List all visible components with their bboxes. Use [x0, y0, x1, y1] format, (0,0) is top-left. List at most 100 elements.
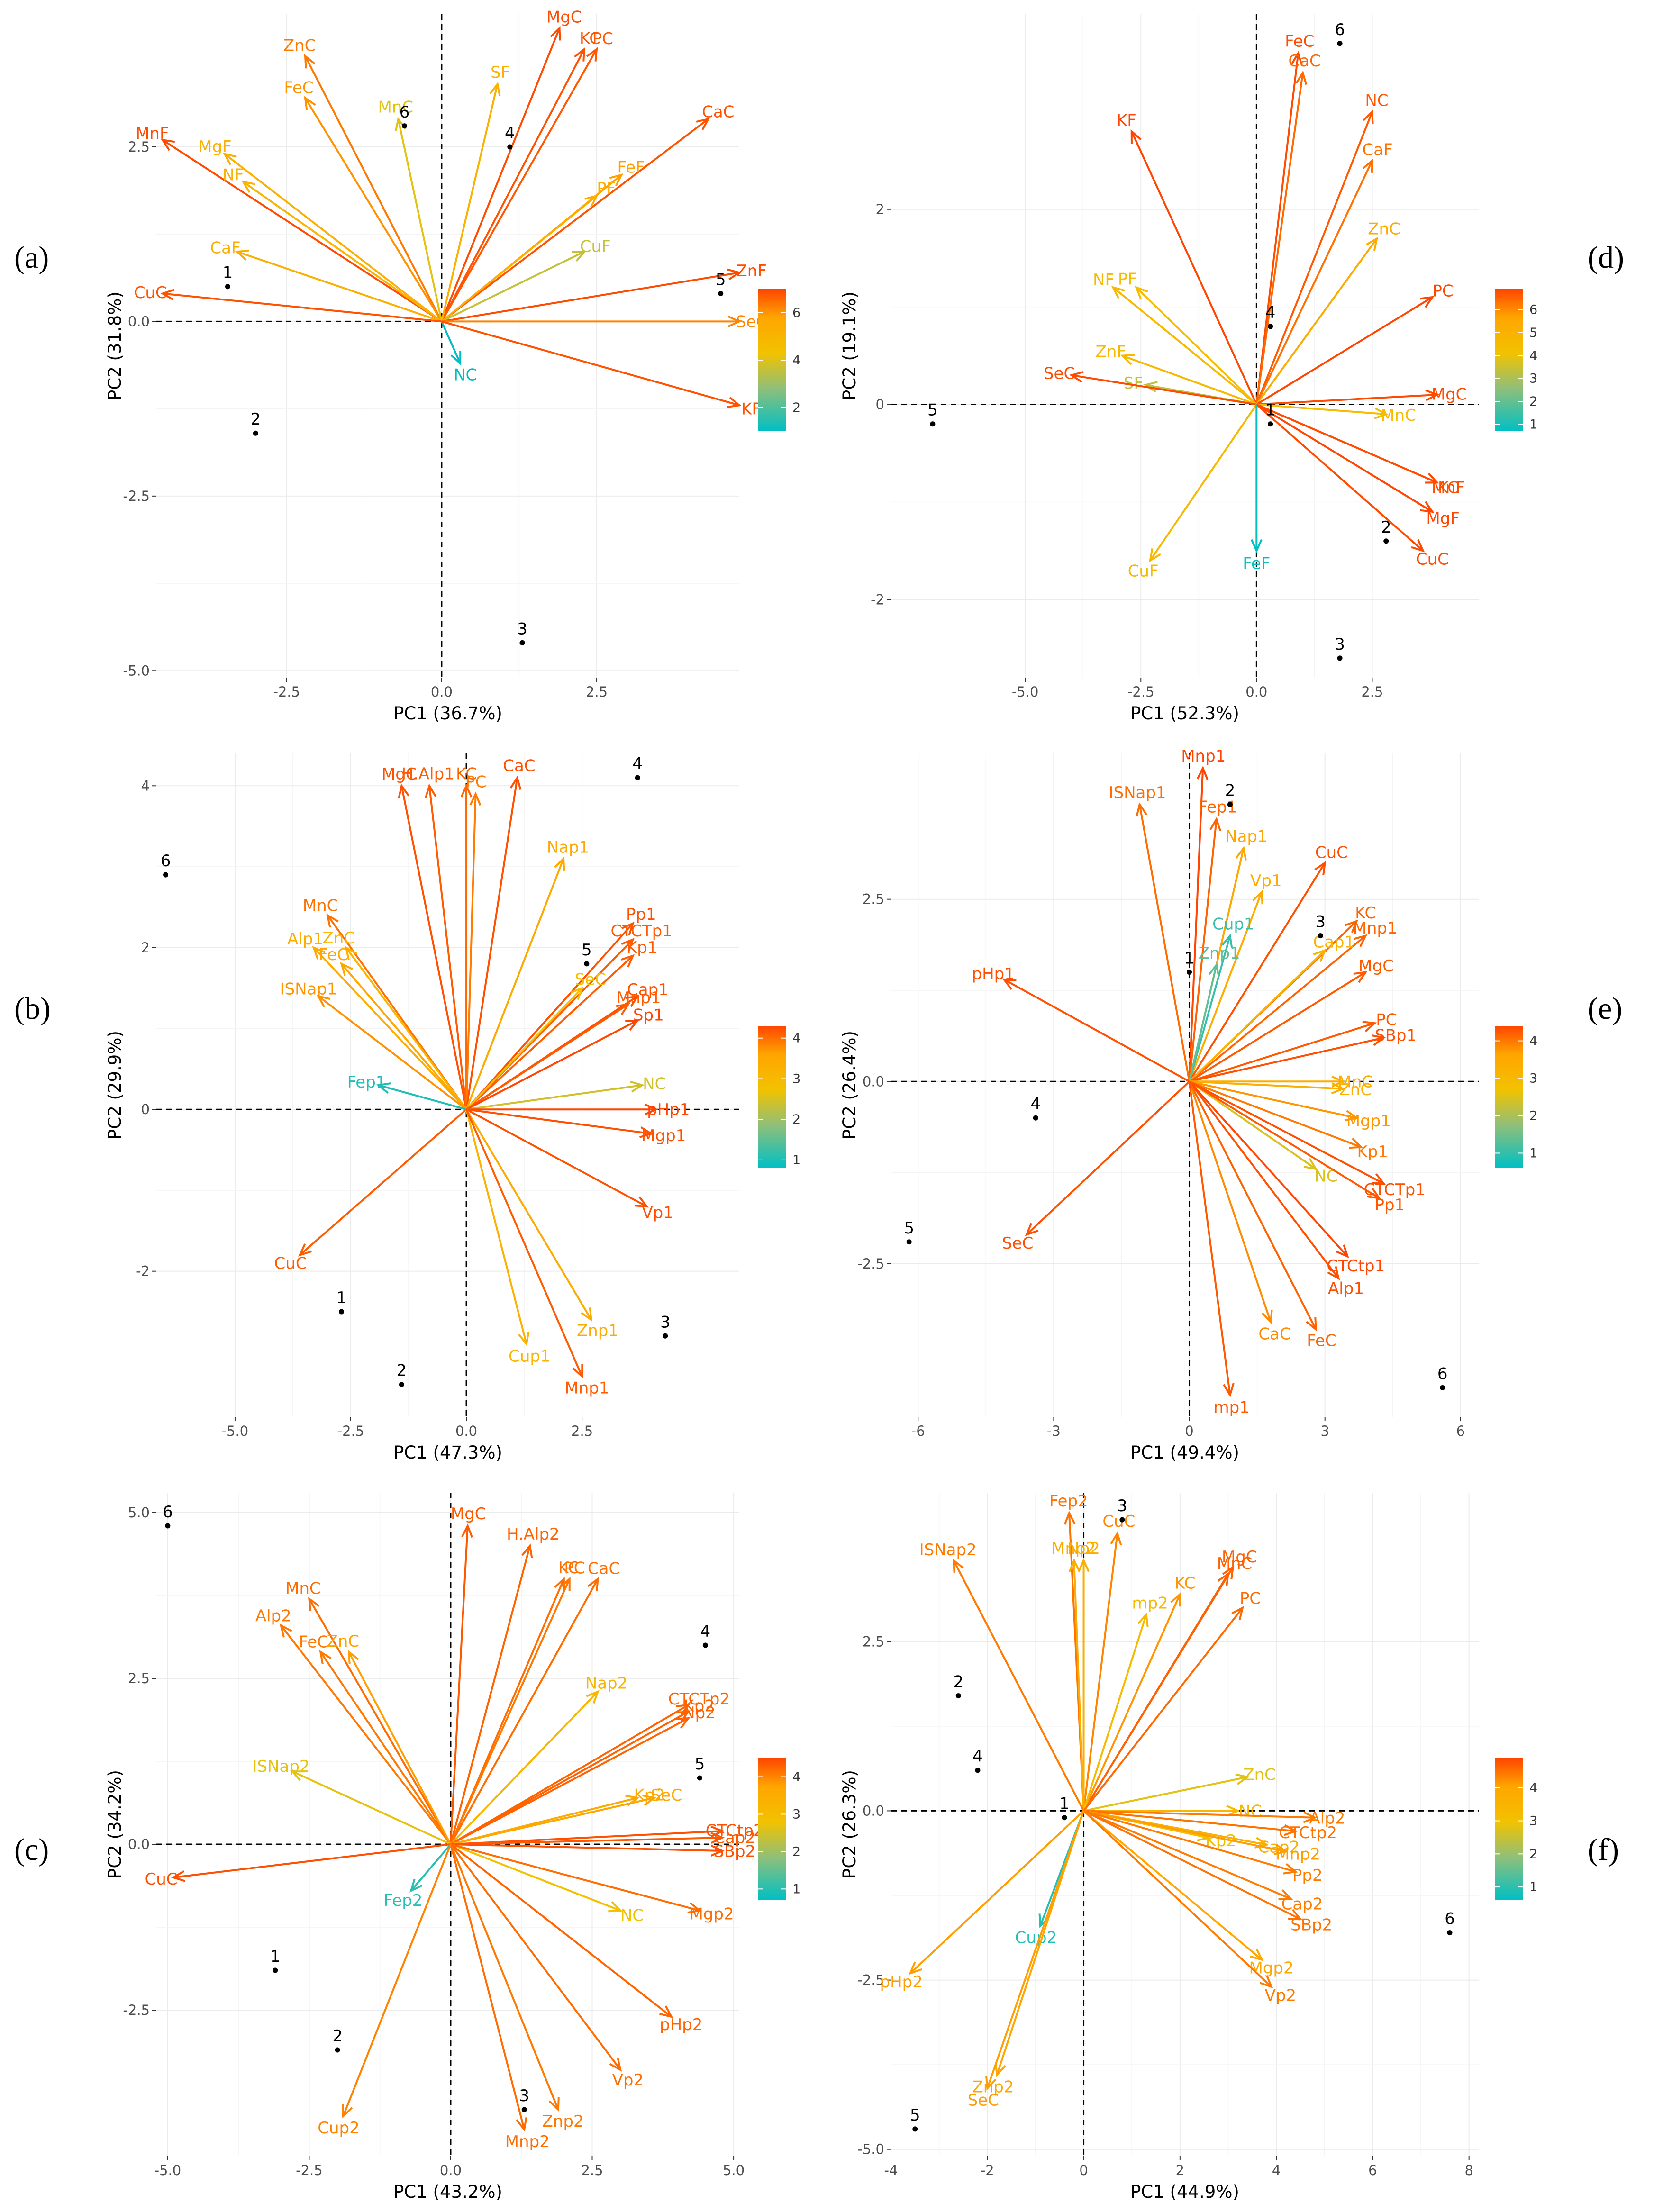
legend-gradient	[1495, 1026, 1523, 1168]
sample-point-label: 2	[397, 1361, 407, 1380]
sample-points: 1 2 3 4 5 6	[223, 103, 726, 645]
arrow-label: ZnC	[1243, 1766, 1276, 1785]
arrow-shaft	[236, 251, 442, 323]
arrow-label: PF	[1118, 270, 1137, 289]
sample-point-label: 1	[1184, 949, 1195, 968]
arrow-head	[1130, 129, 1142, 144]
arrow-head	[1262, 1309, 1273, 1324]
arrow-shaft	[465, 1109, 592, 1321]
loading-arrow-H.Alp2: H.Alp2	[450, 1525, 560, 1845]
sample-point-label: 6	[161, 852, 171, 870]
sample-point	[165, 1523, 171, 1529]
arrow-shaft	[466, 1108, 652, 1135]
loading-arrow-KF: KF	[1117, 111, 1258, 405]
arrow-head	[1221, 933, 1233, 948]
arrow-shaft	[450, 1843, 672, 2018]
arrow-label: Nap1	[1225, 827, 1267, 846]
arrow-shaft	[1149, 404, 1257, 562]
arrow-head	[1110, 1531, 1122, 1546]
sample-point-label: 4	[972, 1747, 983, 1766]
arrow-label: KF	[1117, 111, 1136, 130]
loading-arrow-SeC: SeC	[465, 970, 606, 1110]
arrow-head	[572, 1364, 583, 1379]
loading-arrow-CaC: CaC	[441, 102, 734, 323]
loading-arrow-CTCtp1: CTCtp1	[1189, 1080, 1385, 1276]
arrow-shaft	[466, 1019, 638, 1110]
arrow-label: H.Alp2	[507, 1525, 560, 1544]
arrow-head	[1411, 539, 1425, 553]
x-tick-label: 2	[1176, 2162, 1184, 2178]
sample-point	[507, 144, 513, 150]
sample-point-label: 3	[1335, 635, 1345, 654]
arrow-shaft	[1136, 287, 1257, 405]
arrow-shaft	[441, 251, 585, 323]
arrow-label: SBp2	[1290, 1916, 1332, 1935]
arrow-shaft	[1188, 1081, 1272, 1323]
loading-arrow-Kp2: Kp2	[450, 1696, 715, 1845]
arrow-head	[1420, 501, 1435, 513]
sample-point-label: 1	[1265, 401, 1276, 420]
arrow-label: Mnp2	[1276, 1845, 1320, 1864]
sample-point-label: 4	[632, 754, 643, 773]
loading-arrow-PC: PC	[1189, 1010, 1397, 1083]
arrow-shaft	[450, 1843, 700, 1912]
arrow-head	[550, 26, 561, 41]
arrow-head	[1295, 70, 1308, 85]
loading-arrow-Nap2: Nap2	[450, 1674, 627, 1845]
loading-arrow-ZnC: ZnC	[322, 929, 467, 1110]
arrow-label: Nap2	[585, 1674, 627, 1693]
arrow-head	[489, 82, 501, 97]
arrow-head	[1223, 1383, 1235, 1397]
arrow-label: FeC	[1307, 1332, 1336, 1351]
sample-point	[697, 1775, 702, 1781]
arrow-label: Pp1	[1374, 1196, 1405, 1215]
y-tick-label: -2	[136, 1263, 150, 1279]
arrow-head	[340, 962, 353, 976]
x-tick-label: 4	[1272, 2162, 1281, 2178]
arrow-head	[1137, 1612, 1149, 1627]
arrow-head	[1371, 1173, 1386, 1185]
arrow-shaft	[1189, 1037, 1384, 1083]
sample-point	[1268, 324, 1273, 329]
arrow-head	[1025, 1223, 1039, 1236]
loading-arrow-CTCtp2: CTCtp2	[1083, 1810, 1337, 1842]
arrow-label: Cup1	[509, 1347, 551, 1366]
arrow-shaft	[1189, 1080, 1362, 1148]
x-tick-label: -4	[884, 2162, 898, 2178]
arrow-label: NC	[620, 1906, 644, 1925]
arrow-shaft	[1256, 403, 1433, 513]
arrow-shaft	[304, 97, 443, 322]
y-axis-title: PC2 (19.1%)	[839, 291, 860, 400]
arrow-shaft	[340, 963, 467, 1110]
arrow-label: SF	[491, 63, 510, 82]
loading-arrow-Fep1: Fep1	[1188, 798, 1237, 1082]
arrow-head	[1278, 1889, 1293, 1900]
loading-arrow-ZnC: ZnC	[1189, 1080, 1372, 1099]
arrow-label: Vp1	[1250, 871, 1281, 890]
arrow-head	[586, 1690, 600, 1704]
sample-point	[584, 961, 590, 967]
arrow-shaft	[224, 153, 443, 323]
arrow-shaft	[1082, 1594, 1181, 1812]
arrow-head	[319, 1650, 332, 1664]
loading-arrow-Kp1: Kp1	[1189, 1080, 1388, 1161]
sample-point	[1062, 1815, 1067, 1821]
x-tick-label: 8	[1464, 2162, 1473, 2178]
arrow-shaft	[378, 1084, 467, 1111]
loading-arrow-SeC: SeC	[968, 1810, 1085, 2110]
x-tick-label: -6	[911, 1423, 925, 1439]
arrow-label: SeC	[575, 970, 606, 989]
arrow-head	[554, 856, 565, 871]
loading-arrow-SBp2: SBp2	[450, 1842, 755, 1861]
sample-point	[1383, 538, 1389, 544]
arrow-head	[1353, 970, 1368, 983]
arrow-label: Cap2	[1281, 1895, 1323, 1913]
loading-arrow-pHp2: pHp2	[880, 1810, 1084, 1992]
loading-arrow-MgC: MgC	[449, 1505, 486, 1845]
loading-arrow-SF: SF	[440, 63, 510, 322]
sample-point-label: 5	[904, 1219, 914, 1238]
arrow-label: Znp1	[1199, 944, 1240, 963]
y-tick-label: 2.5	[863, 1633, 884, 1650]
